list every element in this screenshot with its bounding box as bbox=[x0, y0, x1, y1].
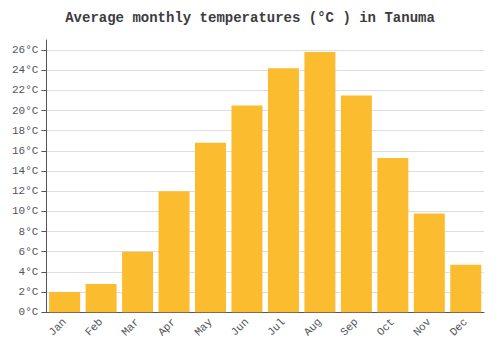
svg-text:8°C: 8°C bbox=[19, 226, 39, 238]
svg-text:18°C: 18°C bbox=[12, 125, 39, 137]
svg-text:10°C: 10°C bbox=[12, 205, 39, 217]
svg-text:Sep: Sep bbox=[338, 316, 360, 338]
svg-text:Aug: Aug bbox=[302, 316, 324, 338]
svg-text:Feb: Feb bbox=[83, 316, 105, 338]
svg-text:24°C: 24°C bbox=[12, 64, 39, 76]
svg-text:22°C: 22°C bbox=[12, 84, 39, 96]
svg-text:May: May bbox=[192, 316, 215, 339]
svg-text:Average monthly temperatures (: Average monthly temperatures (°C ) in Ta… bbox=[65, 10, 435, 26]
svg-text:4°C: 4°C bbox=[19, 266, 39, 278]
svg-text:16°C: 16°C bbox=[12, 145, 39, 157]
svg-text:Jan: Jan bbox=[46, 316, 68, 338]
svg-text:Nov: Nov bbox=[411, 316, 434, 339]
svg-text:6°C: 6°C bbox=[19, 246, 39, 258]
svg-text:Apr: Apr bbox=[156, 316, 178, 338]
svg-text:Jul: Jul bbox=[265, 316, 287, 338]
svg-text:Mar: Mar bbox=[119, 316, 141, 338]
svg-text:Oct: Oct bbox=[375, 316, 397, 338]
svg-text:Jun: Jun bbox=[229, 316, 251, 338]
svg-text:Dec: Dec bbox=[448, 316, 470, 338]
svg-text:26°C: 26°C bbox=[12, 44, 39, 56]
svg-text:12°C: 12°C bbox=[12, 185, 39, 197]
svg-text:14°C: 14°C bbox=[12, 165, 39, 177]
svg-text:20°C: 20°C bbox=[12, 105, 39, 117]
svg-text:0°C: 0°C bbox=[19, 306, 39, 318]
svg-text:2°C: 2°C bbox=[19, 286, 39, 298]
